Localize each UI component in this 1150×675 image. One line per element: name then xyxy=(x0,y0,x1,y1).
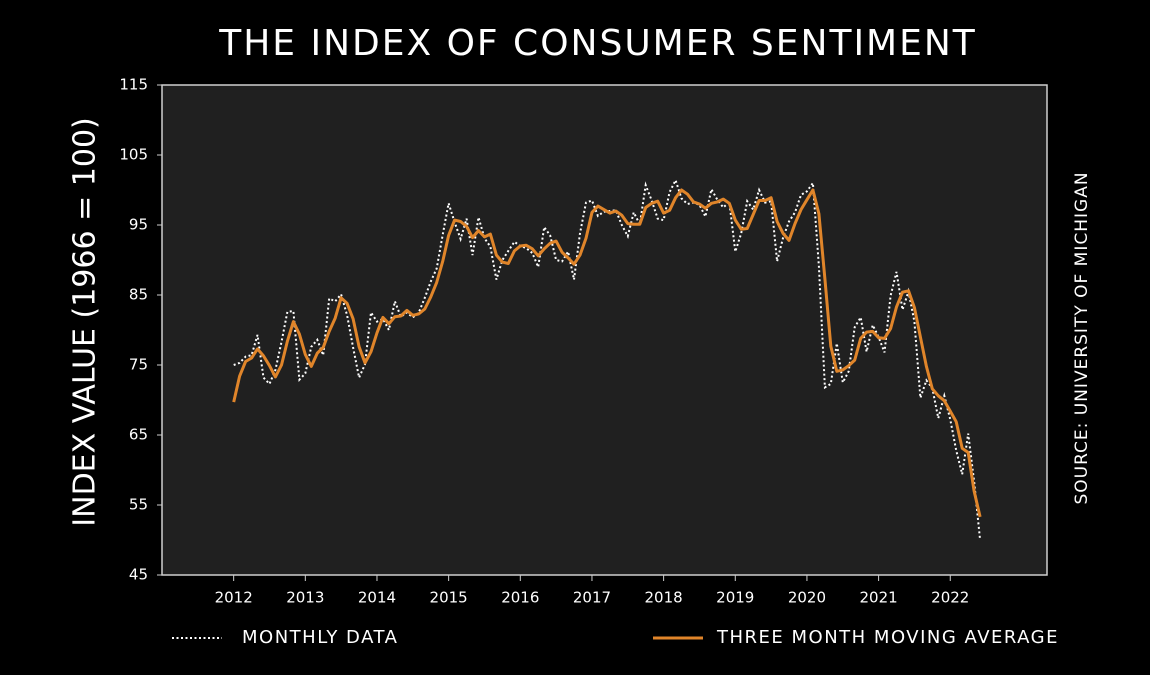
y-tick-label: 55 xyxy=(129,496,148,514)
x-tick-label: 2014 xyxy=(358,589,396,607)
plot-area xyxy=(161,84,1048,576)
x-tick-label: 2015 xyxy=(430,589,468,607)
y-axis-label: INDEX VALUE (1966 = 100) xyxy=(68,117,103,526)
x-tick-label: 2022 xyxy=(931,589,969,607)
x-tick-label: 2021 xyxy=(860,589,898,607)
x-tick-label: 2013 xyxy=(286,589,324,607)
y-tick-label: 45 xyxy=(129,566,148,584)
y-tick-label: 65 xyxy=(129,426,148,444)
y-tick-label: 85 xyxy=(129,286,148,304)
x-tick-label: 2016 xyxy=(501,589,539,607)
x-tick-label: 2012 xyxy=(215,589,253,607)
legend-label: MONTHLY DATA xyxy=(242,627,398,648)
source-note: SOURCE: UNIVERSITY OF MICHIGAN xyxy=(1072,171,1092,504)
x-tick-label: 2020 xyxy=(788,589,826,607)
x-tick-label: 2019 xyxy=(716,589,754,607)
legend-label: THREE MONTH MOVING AVERAGE xyxy=(716,627,1059,648)
y-tick-label: 105 xyxy=(119,146,148,164)
x-tick-label: 2017 xyxy=(573,589,611,607)
y-tick-label: 115 xyxy=(119,76,148,94)
x-tick-label: 2018 xyxy=(645,589,683,607)
series-line xyxy=(232,188,982,518)
y-tick-label: 75 xyxy=(129,356,148,374)
y-tick-label: 95 xyxy=(129,216,148,234)
chart-title: THE INDEX OF CONSUMER SENTIMENT xyxy=(218,23,977,64)
